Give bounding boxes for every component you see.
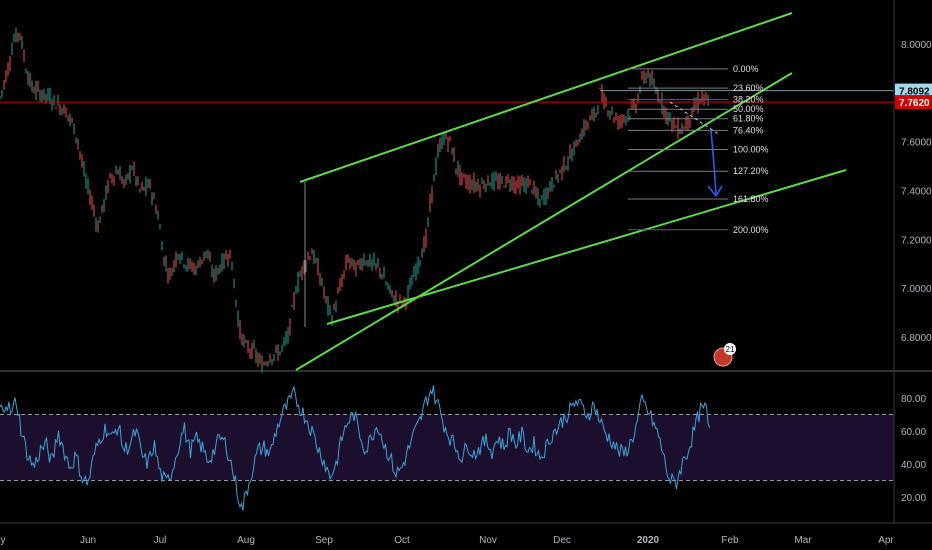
time-tick-label: Oct xyxy=(394,535,410,546)
trend-lines[interactable] xyxy=(295,12,847,371)
rsi-series xyxy=(0,385,710,511)
price-tag-label: 7.7620 xyxy=(899,98,930,109)
fib-level-label: 0.00% xyxy=(733,64,759,74)
rsi-axis[interactable]: 80.00 60.00 40.00 20.00 xyxy=(901,394,926,504)
time-tick-label: Aug xyxy=(237,535,255,546)
time-axis[interactable]: May Jun Jul Aug Sep Oct Nov Dec 2020 Feb Mar Apr xyxy=(0,535,894,546)
fibonacci-extension[interactable]: 0.00% 23.60% 38.20%50.00%61.80%76.40% 100.0… xyxy=(628,64,769,235)
badge-bubble xyxy=(724,343,736,355)
price-tag-label: 7.8092 xyxy=(899,87,930,98)
rsi-tick-label: 80.00 xyxy=(901,394,926,405)
time-tick-label: 2020 xyxy=(637,535,660,546)
rsi-tick-label: 60.00 xyxy=(901,427,926,438)
fib-level-label: 61.80% xyxy=(733,114,764,124)
projection-arrow xyxy=(669,101,723,198)
price-tick-label: 8.0000 xyxy=(901,40,932,51)
rsi-tick-label: 40.00 xyxy=(901,460,926,471)
arrow-shaft xyxy=(710,129,717,195)
fib-level-label: 23.60% xyxy=(733,83,764,93)
time-tick-label: Jul xyxy=(154,535,167,546)
time-tick-label: Feb xyxy=(721,535,739,546)
price-tick-label: 7.4000 xyxy=(901,187,932,198)
lower-channel-line[interactable] xyxy=(326,169,847,325)
middle-channel-line[interactable] xyxy=(295,72,793,371)
time-tick-label: May xyxy=(0,535,5,546)
price-tag-bg xyxy=(895,83,932,98)
price-tick-label: 7.2000 xyxy=(901,235,932,246)
fib-level-label: 76.40% xyxy=(733,125,764,135)
time-tick-label: Mar xyxy=(794,535,812,546)
fib-level-label: 161.80% xyxy=(733,194,769,204)
arrow-head xyxy=(707,185,723,198)
fib-level-label: 127.20% xyxy=(733,166,769,176)
badge-count: 21 xyxy=(726,345,735,354)
rsi-tick-label: 20.00 xyxy=(901,493,926,504)
events-badge[interactable]: 21 xyxy=(713,343,736,367)
upper-channel-line[interactable] xyxy=(299,12,793,183)
price-series xyxy=(0,27,709,373)
price-tag-bg xyxy=(895,95,932,110)
price-tick-label: 7.0000 xyxy=(901,284,932,295)
price-tick-label: 7.6000 xyxy=(901,138,932,149)
fib-level-label: 50.00% xyxy=(733,104,764,114)
time-tick-label: Nov xyxy=(479,535,497,546)
time-tick-label: Sep xyxy=(315,535,333,546)
price-tick-label: 6.8000 xyxy=(901,333,932,344)
time-tick-label: Jun xyxy=(80,535,96,546)
fib-level-label: 38.20% xyxy=(733,95,764,105)
fib-level-label: 100.00% xyxy=(733,144,769,154)
fib-diagonal xyxy=(669,101,721,136)
time-tick-label: Apr xyxy=(878,535,894,546)
time-tick-label: Dec xyxy=(553,535,571,546)
rsi-band xyxy=(0,414,894,481)
fib-level-label: 200.00% xyxy=(733,225,769,235)
